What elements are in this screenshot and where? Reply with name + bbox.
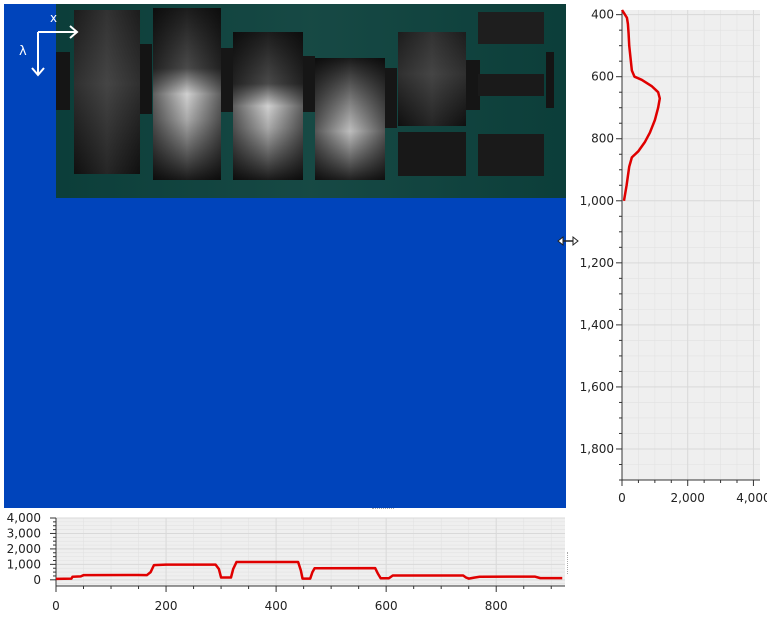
spectral-image [56,4,566,198]
profile-curve [620,9,662,202]
x-tick-label: 4,000 [736,491,767,505]
y-tick-label: 800 [591,132,614,146]
x-tick-label: 0 [618,491,626,505]
y-tick-label: 1,200 [580,256,614,270]
y-tick-label: 1,400 [580,318,614,332]
y-tick-label: 0 [33,573,41,587]
plot-resize-grip[interactable] [567,552,570,574]
y-tick-label: 3,000 [7,526,41,540]
vertical-profile-plot[interactable]: 400 600 800 1,000 1,200 1,400 1,600 1,800 0 2,000… [568,0,767,514]
x-tick-label: 400 [265,599,288,613]
profile-curve [55,560,563,581]
splitter-handle[interactable] [557,233,579,249]
y-tick-label: 4,000 [7,511,41,525]
y-tick-label: 400 [591,8,614,22]
splitter-grip[interactable] [372,508,394,512]
image-canvas[interactable]: x λ [4,4,566,508]
x-tick-label: 2,000 [671,491,705,505]
y-tick-label: 1,000 [7,557,41,571]
y-tick-label: 1,800 [580,442,614,456]
x-axis-arrow-label: x [50,11,58,25]
x-tick-label: 200 [155,599,178,613]
x-tick-label: 600 [375,599,398,613]
x-tick-label: 0 [52,599,60,613]
horizontal-profile-plot[interactable]: 4,000 3,000 2,000 1,000 0 0 200 400 600 800 [0,510,568,618]
vertical-profile-chart: 400 600 800 1,000 1,200 1,400 1,600 1,800 0 2,000… [580,8,767,505]
y-tick-label: 1,600 [580,380,614,394]
lambda-axis-arrow-label: λ [19,44,27,59]
y-tick-label: 2,000 [7,542,41,556]
y-tick-label: 1,000 [580,194,614,208]
y-tick-label: 600 [591,70,614,84]
axis-arrows [31,25,79,77]
resize-horizontal-icon [557,235,579,247]
x-tick-label: 800 [485,599,508,613]
